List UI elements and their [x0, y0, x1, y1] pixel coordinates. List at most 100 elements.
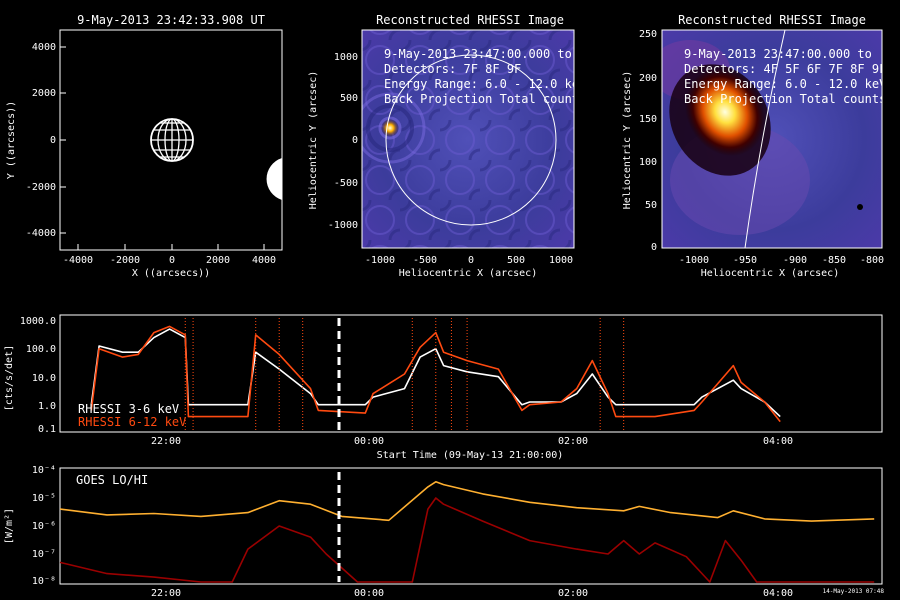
svg-text:Back Projection Total coun: Back Projection Total counts: 1.01E+0: [384, 92, 651, 106]
svg-text:Energy Range: 6.0 - 12.0 keV: Energy Range: 6.0 - 12.0 keV: [684, 77, 886, 91]
rhessi-lightcurve-panel: 1000.0 100.0 10.0 1.0 0.1 [cts/s/det] 22…: [4, 314, 883, 461]
goes-yticks: 10⁻⁴ 10⁻⁵ 10⁻⁶ 10⁻⁷ 10⁻⁸: [32, 465, 56, 587]
svg-text:00:00: 00:00: [354, 588, 384, 599]
svg-text:Back Projection Total coun: Back Projection Total counts:: [684, 92, 894, 106]
rhessi-full-image: 9-May-2013 23:47:00.000 to 23:48:00 Dete…: [362, 30, 651, 248]
svg-text:00:00: 00:00: [354, 436, 384, 447]
svg-text:10⁻⁴: 10⁻⁴: [32, 465, 56, 476]
svg-text:500: 500: [340, 93, 358, 104]
svg-text:-900: -900: [783, 255, 807, 266]
rhessi-full-panel: Reconstructed RHESSI Image 9-May-2013 23…: [308, 13, 651, 279]
plot-timestamp: 14-May-2013 07:48: [823, 588, 885, 595]
svg-text:1000.0: 1000.0: [20, 316, 56, 327]
svg-text:Energy Range: 6.0 - 12.0 keV: Energy Range: 6.0 - 12.0 keV: [384, 77, 586, 91]
svg-text:-500: -500: [413, 255, 437, 266]
rhessi-zoom-ylabel: Heliocentric Y (arcsec): [622, 71, 633, 209]
svg-text:0: 0: [651, 242, 657, 253]
goes-series-1: [59, 497, 875, 583]
globe-title: 9-May-2013 23:42:33.908 UT: [77, 13, 265, 27]
globe-panel: 9-May-2013 23:42:33.908 UT -4000 -2000 0…: [6, 13, 283, 279]
rhessi-full-title: Reconstructed RHESSI Image: [376, 13, 564, 27]
lightcurve-series: [90, 318, 781, 430]
goes-series-0: [59, 480, 875, 522]
svg-text:Detectors: 7F 8F 9F: Detectors: 7F 8F 9F: [384, 62, 521, 76]
svg-text:-800: -800: [860, 255, 884, 266]
goes-label: GOES LO/HI: [76, 473, 148, 487]
svg-text:-1000: -1000: [679, 255, 709, 266]
rhessi-zoom-title: Reconstructed RHESSI Image: [678, 13, 866, 27]
rhessi-full-xticks: -1000 -500 0 500 1000: [365, 255, 573, 266]
svg-text:4000: 4000: [32, 42, 56, 53]
lightcurve-legend: RHESSI 3-6 keV RHESSI 6-12 keV: [78, 402, 186, 429]
svg-text:100.0: 100.0: [26, 344, 56, 355]
svg-text:10⁻⁵: 10⁻⁵: [32, 493, 56, 504]
legend-3-6kev: RHESSI 3-6 keV: [78, 402, 179, 416]
lightcurve-xlabel: Start Time (09-May-13 21:00:00): [377, 450, 564, 461]
svg-text:-2000: -2000: [110, 255, 140, 266]
lightcurve-yticks: 1000.0 100.0 10.0 1.0 0.1: [20, 316, 56, 435]
svg-text:2000: 2000: [32, 88, 56, 99]
svg-text:-1000: -1000: [365, 255, 395, 266]
rhessi-zoom-image: 9-May-2013 23:47:00.000 to Detectors: 4F…: [662, 30, 894, 248]
svg-text:50: 50: [645, 200, 657, 211]
svg-text:0: 0: [50, 135, 56, 146]
lightcurve-xticks: 22:00 00:00 02:00 04:00: [151, 436, 793, 447]
lightcurve-ylabel: [cts/s/det]: [4, 345, 15, 411]
globe-icon: [150, 118, 194, 162]
svg-text:250: 250: [639, 29, 657, 40]
globe-yticks: 4000 2000 0 -2000 -4000: [26, 42, 56, 239]
svg-text:0: 0: [352, 135, 358, 146]
svg-text:Detectors: 4F 5F 6F 7F 8F 9F: Detectors: 4F 5F 6F 7F 8F 9F: [684, 62, 886, 76]
flare-source: [381, 119, 399, 137]
svg-text:0.1: 0.1: [38, 424, 56, 435]
limb-arc: [744, 30, 786, 248]
rhessi-full-annotations: 9-May-2013 23:47:00.000 to 23:48:00 Dete…: [384, 47, 651, 106]
svg-text:10.0: 10.0: [32, 373, 56, 384]
globe-tickmarks: [60, 46, 265, 250]
svg-text:9-May-2013 23:47:00.000 to: 9-May-2013 23:47:00.000 to: [684, 47, 872, 61]
rhessi-full-yticks: 1000 500 0 -500 -1000: [328, 52, 358, 231]
svg-text:-4000: -4000: [63, 255, 93, 266]
svg-text:1000: 1000: [334, 52, 358, 63]
svg-text:4000: 4000: [252, 255, 276, 266]
svg-text:100: 100: [639, 157, 657, 168]
svg-text:02:00: 02:00: [558, 436, 588, 447]
svg-text:200: 200: [639, 73, 657, 84]
goes-xticks: 22:00 00:00 02:00 04:00: [151, 588, 793, 599]
legend-6-12kev: RHESSI 6-12 keV: [78, 415, 186, 429]
globe-ylabel: Y ((arcsecs)): [6, 101, 17, 179]
lightcurve-frame: [59, 314, 883, 433]
svg-text:22:00: 22:00: [151, 436, 181, 447]
goes-series: [59, 480, 875, 583]
svg-text:22:00: 22:00: [151, 588, 181, 599]
svg-text:04:00: 04:00: [763, 436, 793, 447]
flare-kernel: [684, 67, 766, 157]
rhessi-zoom-annotations: 9-May-2013 23:47:00.000 to Detectors: 4F…: [684, 47, 894, 106]
svg-text:-1000: -1000: [328, 220, 358, 231]
svg-text:-2000: -2000: [26, 182, 56, 193]
rhessi-zoom-yticks: 250 200 150 100 50 0: [639, 29, 657, 253]
rhessi-full-ylabel: Heliocentric Y (arcsec): [308, 71, 319, 209]
globe-xticks: -4000 -2000 0 2000 4000: [63, 255, 276, 266]
svg-text:02:00: 02:00: [558, 588, 588, 599]
rhessi-full-xlabel: Heliocentric X (arcsec): [399, 268, 537, 279]
svg-text:150: 150: [639, 114, 657, 125]
svg-text:-4000: -4000: [26, 228, 56, 239]
rhessi-zoom-xticks: -1000 -950 -900 -850 -800: [679, 255, 884, 266]
svg-text:-500: -500: [334, 178, 358, 189]
svg-text:10⁻⁸: 10⁻⁸: [32, 576, 56, 587]
rhessi-zoom-panel: Reconstructed RHESSI Image 9-May-2013 23…: [622, 13, 894, 279]
svg-text:1.0: 1.0: [38, 401, 56, 412]
rhessi-series-1: [90, 325, 781, 423]
globe-xlabel: X ((arcsecs)): [132, 268, 210, 279]
svg-text:04:00: 04:00: [763, 588, 793, 599]
goes-frame: [59, 467, 883, 585]
svg-text:2000: 2000: [206, 255, 230, 266]
solar-limb: [385, 54, 557, 226]
svg-text:-950: -950: [733, 255, 757, 266]
svg-text:1000: 1000: [549, 255, 573, 266]
svg-text:0: 0: [169, 255, 175, 266]
svg-text:10⁻⁷: 10⁻⁷: [32, 549, 56, 560]
moon-disk: [266, 158, 282, 200]
